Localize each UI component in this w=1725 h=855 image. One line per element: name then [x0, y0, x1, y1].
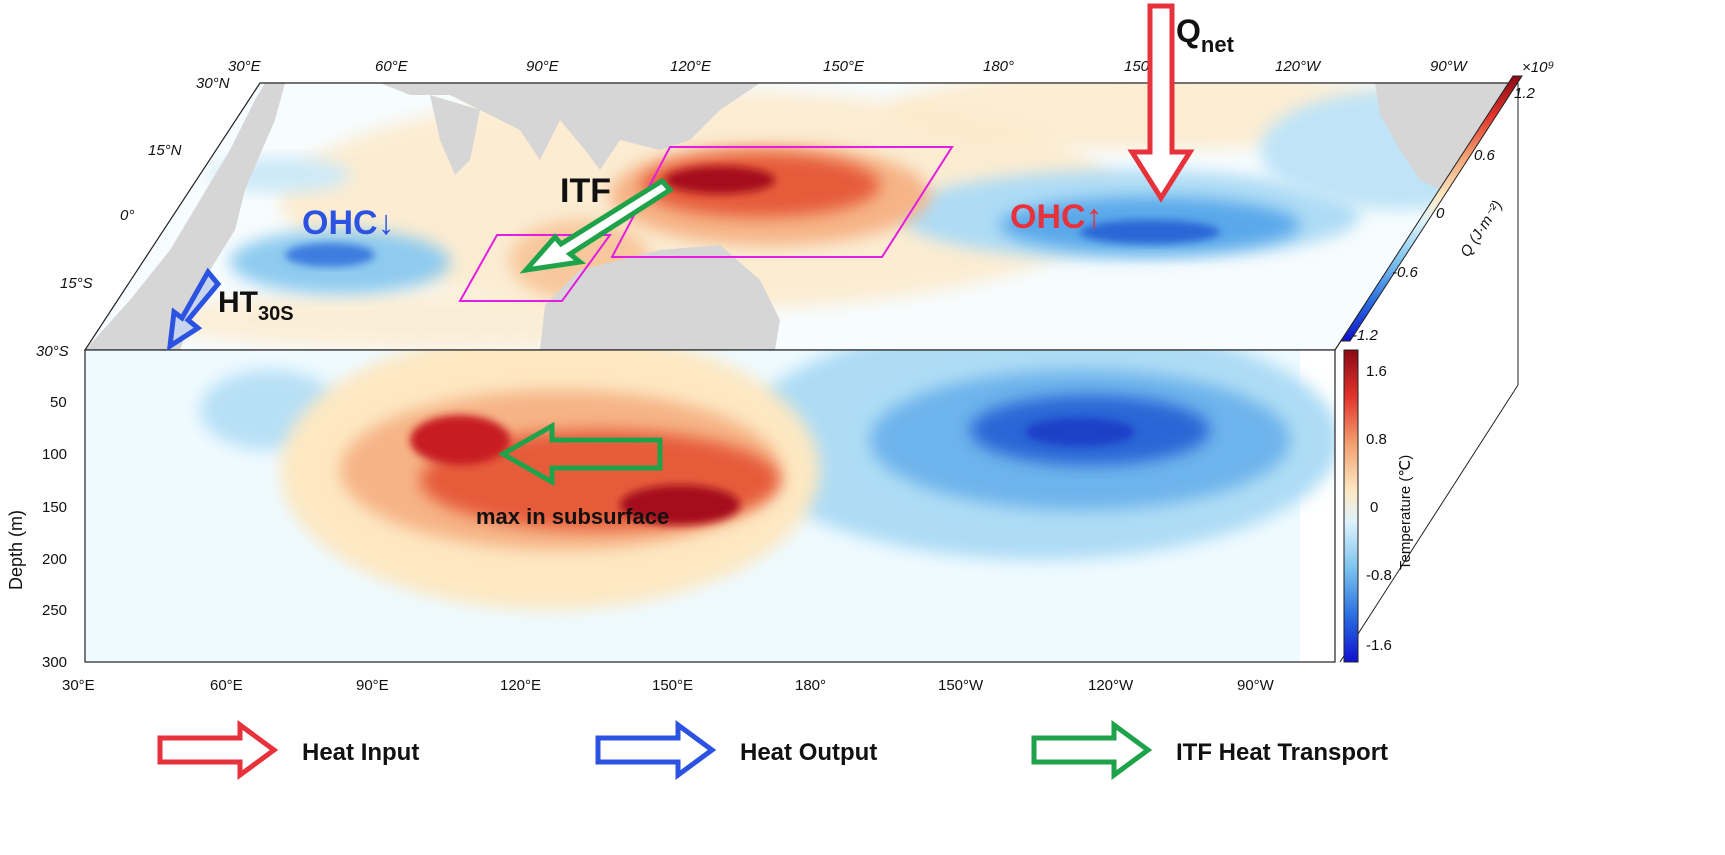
temp-colorbar-tick-2: 0.8 — [1366, 431, 1387, 448]
section-ytick-300: 300 — [42, 654, 67, 671]
section-ytick-150: 150 — [42, 499, 67, 516]
itf-source-box — [610, 146, 954, 258]
itf-label: ITF — [560, 172, 611, 210]
ohc-colorbar-tick-2: 0.6 — [1474, 147, 1496, 164]
section-xtick-90e: 90°E — [356, 677, 389, 694]
temperature-colorbar: 1.6 0.8 0 -0.8 -1.6 Temperature (℃) — [1343, 349, 1414, 663]
temp-colorbar-tick-3: 0 — [1370, 499, 1378, 516]
ohc-colorbar-tick-4: -0.6 — [1392, 264, 1419, 281]
section-xtick-30e: 30°E — [62, 677, 95, 694]
lat-label-0: 0° — [120, 207, 134, 224]
section-y-axis: 50 100 150 200 250 300 Depth (m) — [6, 394, 67, 671]
africa-land — [85, 83, 285, 350]
legend-itf-label: ITF Heat Transport — [1176, 739, 1388, 766]
itf-arrow-top — [519, 177, 674, 274]
legend: Heat Input Heat Output ITF Heat Transpor… — [157, 720, 1388, 780]
lon-label-120w: 120°W — [1275, 58, 1322, 75]
asia-land — [380, 83, 760, 170]
lat-label-15s: 15°S — [60, 275, 93, 292]
ht30s-arrow — [166, 267, 222, 351]
max-subsurface-label: max in subsurface — [476, 504, 669, 529]
temp-colorbar-tick-5: -1.6 — [1366, 637, 1392, 654]
section-ytick-200: 200 — [42, 551, 67, 568]
ohc-colorbar-label: Q (J·m⁻²) — [1457, 197, 1506, 260]
section-ytick-50: 50 — [50, 394, 67, 411]
temp-colorbar-tick-4: -0.8 — [1366, 567, 1392, 584]
section-xtick-90w: 90°W — [1237, 677, 1275, 694]
section-xtick-150w: 150°W — [938, 677, 984, 694]
qnet-arrow — [1127, 3, 1195, 203]
legend-heat-input-arrow — [157, 720, 279, 780]
temp-colorbar-label: Temperature (℃) — [1397, 455, 1414, 570]
ohc-up-label: OHC↑ — [1010, 198, 1103, 236]
qnet-label: Qnet — [1176, 13, 1235, 57]
section-xtick-60e: 60°E — [210, 677, 243, 694]
section-xtick-120e: 120°E — [500, 677, 541, 694]
temperature-section-panel — [84, 349, 1336, 663]
section-xtick-180: 180° — [795, 677, 826, 694]
ohc-down-label: OHC↓ — [302, 204, 395, 242]
section-xtick-150e: 150°E — [652, 677, 693, 694]
ohc-colorbar-exponent: ×10⁹ — [1522, 59, 1554, 76]
lon-label-90e: 90°E — [526, 58, 560, 75]
lat-label-30n: 30°N — [196, 75, 230, 92]
legend-heat-input-label: Heat Input — [302, 739, 419, 766]
lon-label-90w: 90°W — [1430, 58, 1469, 75]
ohc-colorbar-tick-5: -1.2 — [1352, 327, 1379, 344]
lon-label-60e: 60°E — [375, 58, 409, 75]
legend-heat-output-label: Heat Output — [740, 739, 877, 766]
ohc-colorbar-tick-1: 1.2 — [1514, 85, 1536, 102]
itf-arrow-section — [497, 421, 663, 487]
lon-label-30e: 30°E — [228, 58, 262, 75]
legend-itf-arrow — [1031, 720, 1153, 780]
temp-colorbar-tick-1: 1.6 — [1366, 363, 1387, 380]
india-land — [430, 95, 480, 175]
ht30s-label: HT30S — [218, 286, 294, 325]
section-xtick-120w: 120°W — [1088, 677, 1134, 694]
lon-label-180: 180° — [983, 58, 1014, 75]
lon-label-120e: 120°E — [670, 58, 712, 75]
section-ytick-100: 100 — [42, 446, 67, 463]
ohc-colorbar-tick-3: 0 — [1436, 205, 1445, 222]
lon-label-150e: 150°E — [823, 58, 865, 75]
lat-label-30s: 30°S — [36, 343, 69, 360]
lat-label-15n: 15°N — [148, 142, 182, 159]
legend-heat-output-arrow — [595, 720, 717, 780]
section-ylabel: Depth (m) — [6, 510, 26, 590]
section-x-axis: 30°E 60°E 90°E 120°E 150°E 180° 150°W 12… — [62, 677, 1275, 694]
americas-land — [1375, 83, 1510, 190]
section-ytick-250: 250 — [42, 602, 67, 619]
australia-land — [540, 245, 780, 350]
